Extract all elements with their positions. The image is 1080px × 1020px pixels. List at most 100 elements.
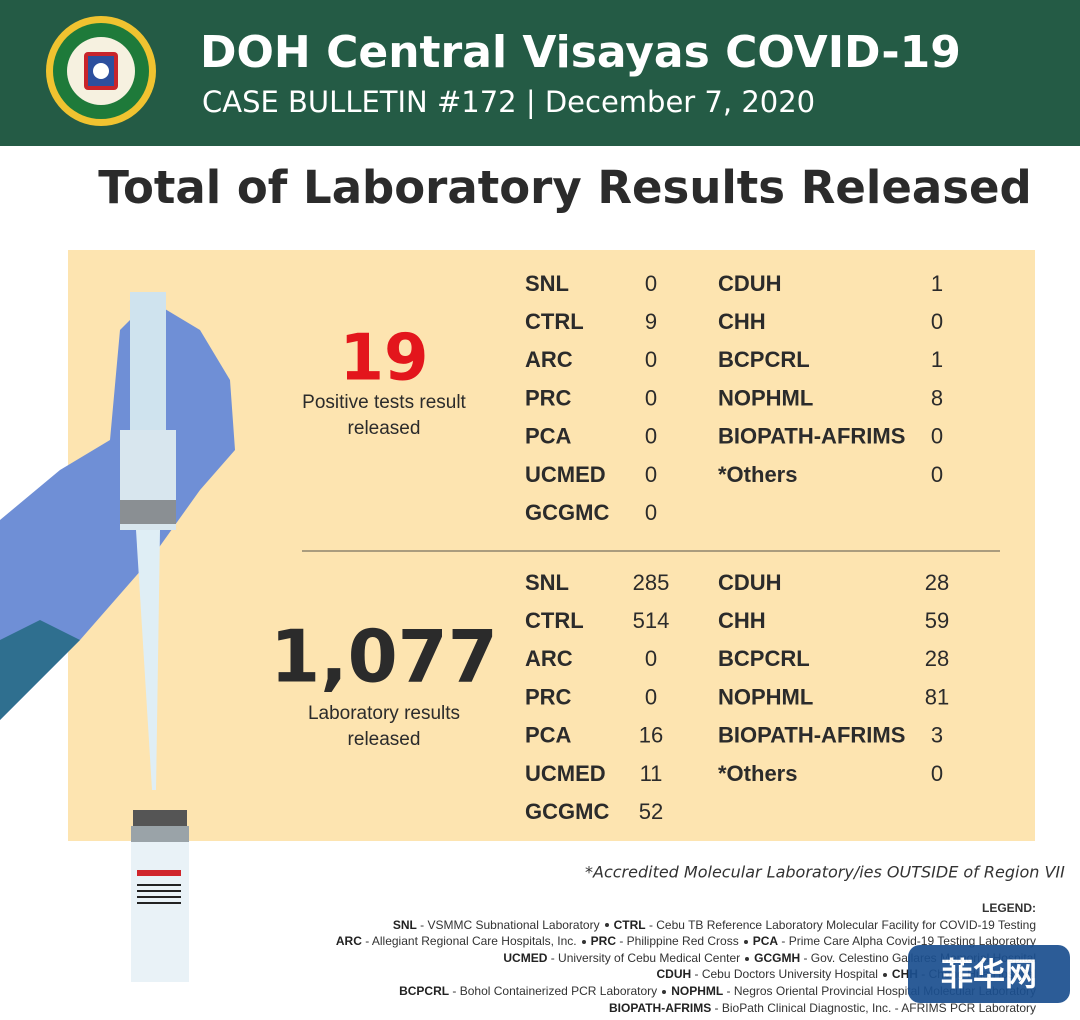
lab-count: 16 (639, 723, 663, 748)
pipette-illustration (0, 292, 235, 982)
legend-line: BIOPATH-AFRIMS - BioPath Clinical Diagno… (36, 1000, 1036, 1017)
lab-count: 514 (633, 608, 670, 633)
legend-line: BCPCRL - Bohol Containerized PCR Laborat… (36, 983, 1036, 1000)
lab-count: 285 (633, 570, 670, 595)
lab-count: 3 (931, 723, 943, 748)
legend-desc: - BioPath Clinical Diagnostic, Inc. - AF… (714, 1000, 1036, 1015)
lab-name: CTRL (525, 608, 584, 633)
legend-abbr: PCA (752, 934, 779, 949)
lab-name: BIOPATH-AFRIMS (718, 424, 905, 449)
lab-name: PRC (525, 385, 572, 410)
legend-line: ARC - Allegiant Regional Care Hospitals,… (36, 933, 1036, 950)
legend: LEGEND: SNL - VSMMC Subnational Laborato… (36, 900, 1036, 1016)
section-label: released (348, 729, 421, 750)
lab-count: 11 (640, 761, 663, 786)
legend-abbr: PRC (590, 934, 616, 949)
legend-line: SNL - VSMMC Subnational Laboratory CTRL -… (36, 917, 1036, 934)
lab-name: BCPCRL (718, 646, 810, 671)
lab-name: ARC (525, 646, 573, 671)
lab-name: UCMED (525, 761, 606, 786)
lab-count: 0 (931, 761, 943, 786)
legend-desc: - Prime Care Alpha Covid-19 Testing Labo… (781, 934, 1036, 949)
lab-count: 0 (645, 271, 657, 296)
legend-separator (581, 940, 586, 945)
lab-count: 0 (645, 424, 657, 449)
lab-name: *Others (718, 462, 797, 487)
watermark: 菲华网 (908, 945, 1070, 1003)
legend-separator (604, 923, 609, 928)
lab-count: 0 (931, 462, 943, 487)
lab-name: CTRL (525, 309, 584, 334)
legend-abbr: CTRL (613, 917, 646, 932)
lab-name: PRC (525, 684, 572, 709)
legend-desc: - Philippine Red Cross (619, 934, 739, 949)
lab-count: 0 (645, 462, 657, 487)
lab-name: CHH (718, 608, 766, 633)
legend-line: CDUH - Cebu Doctors University Hospital C… (36, 966, 1037, 983)
lab-name: PCA (525, 424, 572, 449)
legend-abbr: BCPCRL (399, 983, 450, 998)
header-subtitle: CASE BULLETIN #172 | December 7, 2020 (202, 85, 815, 119)
legend-separator (743, 940, 748, 945)
lab-count: 28 (925, 570, 949, 595)
lab-count: 1 (931, 271, 943, 296)
legend-abbr: ARC (335, 934, 362, 949)
lab-count: 81 (925, 684, 949, 709)
legend-desc: - VSMMC Subnational Laboratory (420, 917, 600, 932)
lab-name: GCGMC (525, 799, 609, 824)
section-label: released (348, 418, 421, 439)
lab-name: CDUH (718, 271, 782, 296)
lab-count: 59 (925, 608, 949, 633)
header-bar (0, 0, 1080, 146)
legend-desc: - University of Cebu Medical Center (550, 950, 741, 965)
legend-abbr: GCGMH (754, 950, 801, 965)
lab-name: GCGMC (525, 500, 609, 525)
legend-title: LEGEND: (982, 901, 1036, 915)
lab-name: BCPCRL (718, 347, 810, 372)
legend-separator (662, 989, 667, 994)
section-label: Laboratory results (308, 703, 460, 724)
lab-name: UCMED (525, 462, 606, 487)
legend-desc: - Cebu TB Reference Laboratory Molecular… (648, 917, 1036, 932)
lab-count: 9 (645, 309, 657, 334)
legend-desc: - Allegiant Regional Care Hospitals, Inc… (365, 934, 577, 949)
lab-name: PCA (525, 723, 572, 748)
lab-name: CHH (718, 309, 766, 334)
lab-count: 8 (931, 385, 943, 410)
legend-abbr: UCMED (503, 950, 548, 965)
lab-name: NOPHML (718, 684, 813, 709)
lab-name: NOPHML (718, 385, 813, 410)
legend-separator (882, 973, 887, 978)
legend-separator (745, 956, 750, 961)
lab-name: *Others (718, 761, 797, 786)
heading: Total of Laboratory Results Released (98, 161, 1032, 214)
lab-name: CDUH (718, 570, 782, 595)
lab-count: 0 (645, 646, 657, 671)
section-total: 19 (339, 322, 428, 396)
footnote: *Accredited Molecular Laboratory/ies OUT… (585, 863, 1065, 882)
lab-count: 0 (645, 385, 657, 410)
panel (68, 250, 1035, 841)
section-total: 1,077 (270, 615, 498, 699)
lab-count: 1 (931, 347, 943, 372)
header-title: DOH Central Visayas COVID-19 (200, 27, 961, 78)
legend-abbr: SNL (392, 917, 417, 932)
lab-count: 0 (645, 500, 657, 525)
lab-name: SNL (525, 570, 569, 595)
lab-name: ARC (525, 347, 573, 372)
legend-desc: - Cebu Doctors University Hospital (694, 967, 878, 982)
lab-count: 0 (931, 309, 943, 334)
lab-count: 52 (639, 799, 663, 824)
section-label: Positive tests result (302, 392, 466, 413)
lab-count: 28 (925, 646, 949, 671)
logo (46, 16, 156, 126)
lab-name: BIOPATH-AFRIMS (718, 723, 905, 748)
legend-abbr: BIOPATH-AFRIMS (608, 1000, 712, 1015)
lab-count: 0 (645, 347, 657, 372)
lab-count: 0 (931, 424, 943, 449)
legend-abbr: NOPHML (671, 983, 724, 998)
lab-count: 0 (645, 684, 657, 709)
lab-name: SNL (525, 271, 569, 296)
